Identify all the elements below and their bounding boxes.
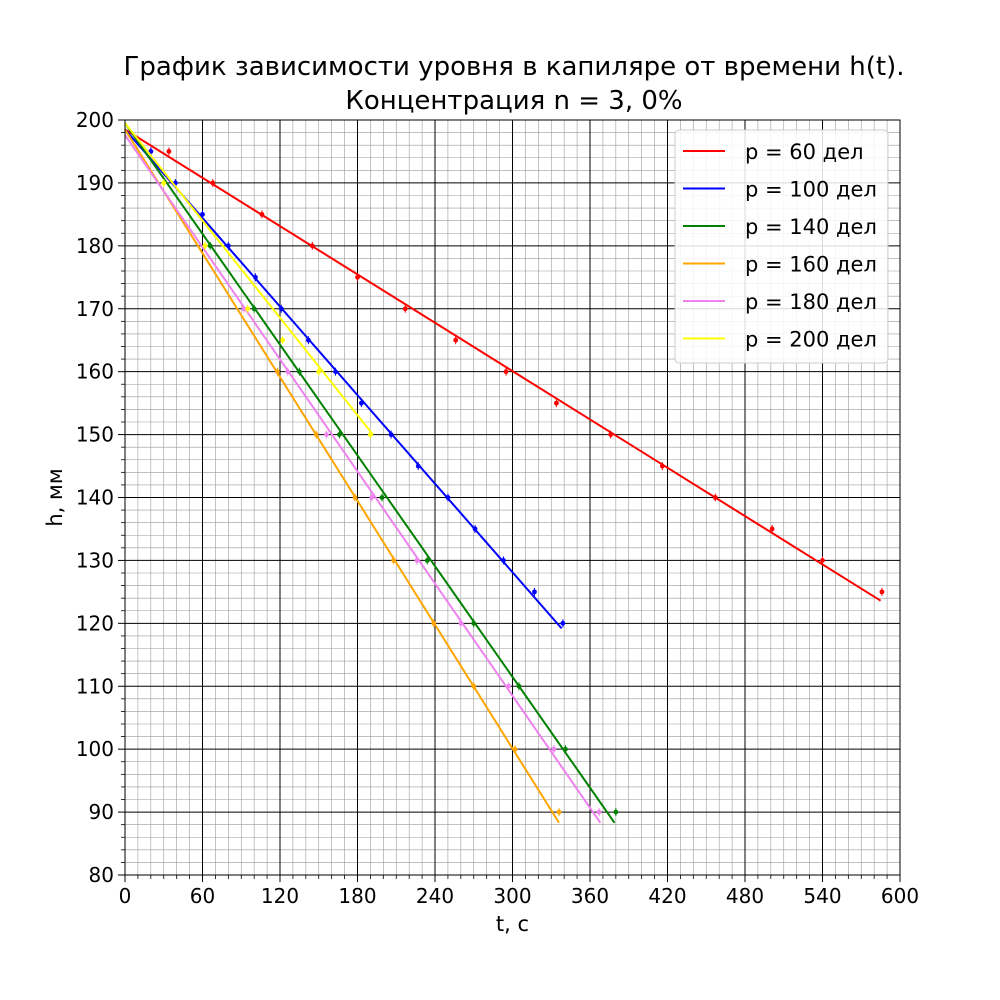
y-tick-label: 100 (76, 737, 114, 761)
legend-entry: p = 180 дел (683, 290, 877, 314)
y-tick-label: 120 (76, 611, 114, 635)
x-tick-label: 600 (881, 884, 919, 908)
series-fit-line (124, 128, 560, 824)
series-fit-line (124, 122, 374, 436)
x-axis-label: t, с (496, 912, 529, 936)
series-group (124, 128, 885, 602)
series-group (124, 134, 602, 824)
legend-label: p = 180 дел (745, 290, 877, 314)
legend-label: p = 160 дел (745, 253, 877, 277)
series-group (124, 128, 566, 630)
x-tick-label: 180 (338, 884, 376, 908)
y-tick-label: 140 (76, 486, 114, 510)
y-axis-label: h, мм (43, 468, 67, 526)
legend-label: p = 200 дел (745, 328, 877, 352)
chart-title-line-1: График зависимости уровня в капиляре от … (123, 52, 905, 82)
series-fit-line (124, 134, 602, 824)
legend-entry: p = 160 дел (683, 253, 877, 277)
series-fit-line (124, 128, 882, 602)
legend-entry: p = 60 дел (683, 140, 864, 164)
legend-entry: p = 140 дел (683, 215, 877, 239)
series-group (124, 122, 619, 824)
legend-label: p = 140 дел (745, 215, 877, 239)
x-tick-label: 0 (119, 884, 132, 908)
y-tick-label: 150 (76, 423, 114, 447)
series-fit-line (124, 122, 616, 824)
y-tick-label: 110 (76, 674, 114, 698)
y-tick-label: 80 (89, 863, 114, 887)
x-tick-label: 60 (190, 884, 215, 908)
y-tick-label: 190 (76, 171, 114, 195)
y-tick-label: 180 (76, 234, 114, 258)
x-tick-label: 240 (416, 884, 454, 908)
y-tick-label: 170 (76, 297, 114, 321)
series-group (124, 128, 562, 824)
x-tick-label: 120 (261, 884, 299, 908)
chart-title-line-2: Концентрация n = 3, 0% (345, 86, 683, 116)
x-tick-label: 420 (648, 884, 686, 908)
x-tick-label: 300 (493, 884, 531, 908)
y-tick-label: 130 (76, 548, 114, 572)
series-fit-line (124, 128, 563, 630)
series-group (124, 122, 374, 439)
chart-title: График зависимости уровня в капиляре от … (0, 50, 1000, 118)
legend-label: p = 100 дел (745, 178, 877, 202)
y-tick-label: 160 (76, 360, 114, 384)
x-tick-label: 480 (726, 884, 764, 908)
legend-entry: p = 200 дел (683, 328, 877, 352)
x-tick-label: 360 (571, 884, 609, 908)
x-tick-label: 540 (803, 884, 841, 908)
legend-entry: p = 100 дел (683, 178, 877, 202)
series-layer (124, 122, 885, 824)
legend-label: p = 60 дел (745, 140, 864, 164)
legend-box (674, 129, 889, 364)
y-tick-label: 200 (76, 108, 114, 132)
y-tick-label: 90 (89, 800, 114, 824)
legend: p = 60 дел p = 100 дел p = 140 дел p = 160 … (674, 129, 889, 364)
ticks-layer: 0 60 120 180 240 300 360 420 480 540 600 80 90 100 110… (76, 108, 919, 908)
